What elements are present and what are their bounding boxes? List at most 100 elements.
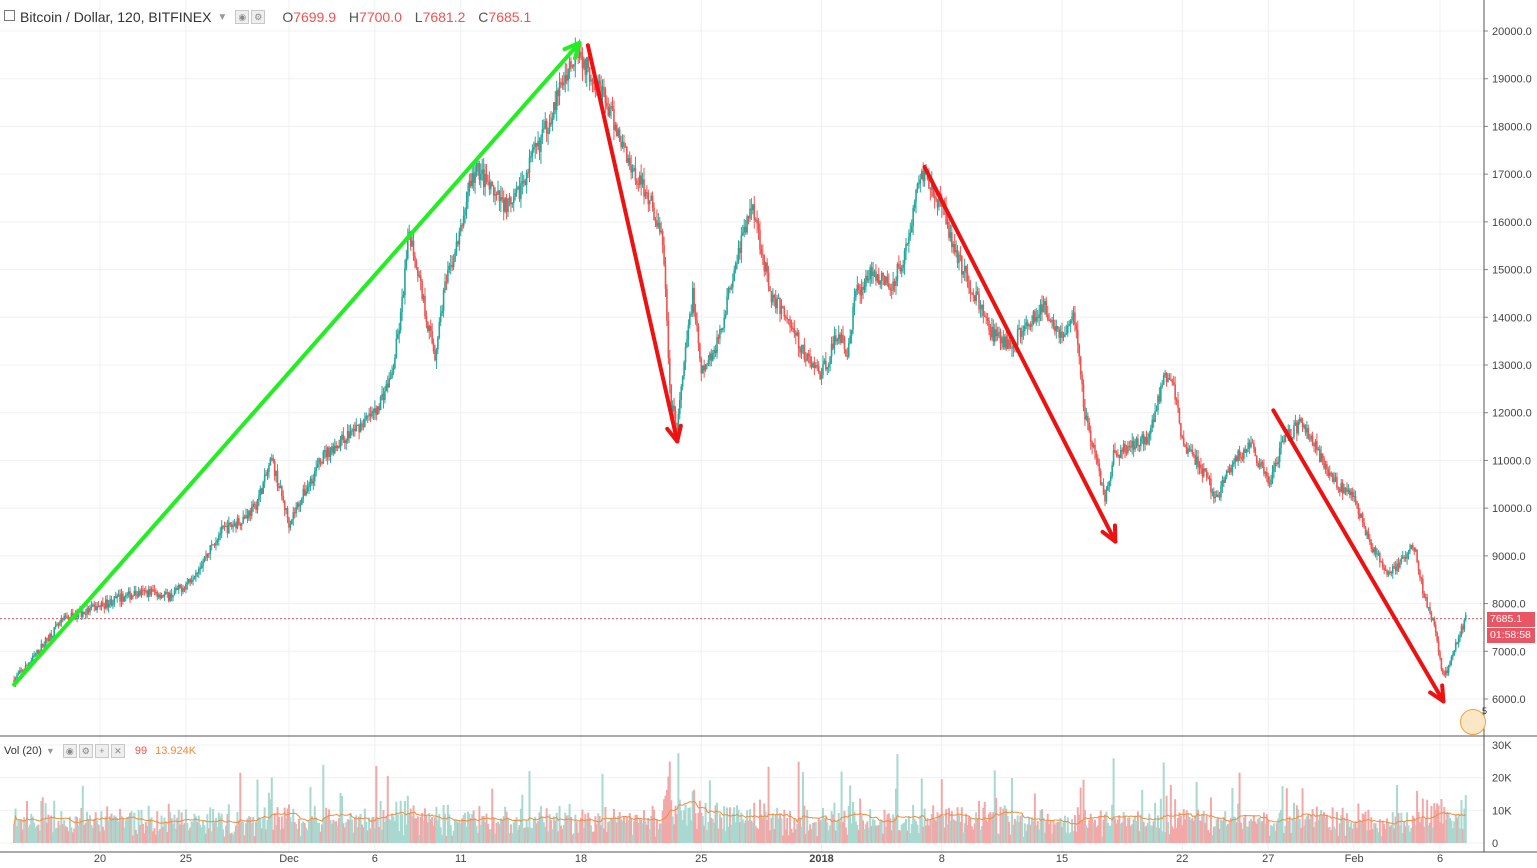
candle-body: [551, 117, 554, 125]
candle-body: [16, 675, 18, 679]
volume-bar: [1198, 820, 1201, 843]
flag-icon[interactable]: 5: [1460, 706, 1487, 735]
volume-bar: [66, 827, 69, 843]
candle-body: [1364, 526, 1367, 536]
candle-body: [826, 367, 829, 370]
settings-icon[interactable]: ⚙: [78, 744, 93, 758]
volume-bar: [640, 819, 643, 843]
volume-bar: [893, 817, 896, 843]
candle-body: [147, 589, 150, 597]
volume-bar: [1327, 827, 1330, 843]
candle-body: [1370, 542, 1373, 549]
candle-body: [905, 243, 907, 251]
volume-bar: [930, 813, 933, 843]
candle-body: [1131, 440, 1134, 448]
volume-bar: [840, 771, 843, 843]
candle-body: [965, 265, 967, 273]
add-icon[interactable]: +: [94, 744, 109, 758]
candle-body: [1307, 428, 1310, 439]
candle-body: [583, 59, 585, 69]
volume-bar: [64, 826, 67, 843]
volume-bar: [509, 824, 512, 843]
volume-bar: [161, 826, 164, 843]
candle-body: [514, 192, 516, 197]
volume-bar: [790, 828, 793, 843]
volume-bar: [1134, 815, 1137, 843]
chevron-down-icon[interactable]: ▼: [217, 11, 228, 23]
candle-body: [1255, 456, 1258, 464]
volume-bar: [577, 832, 580, 843]
candle-body: [850, 329, 853, 336]
candle-body: [1356, 501, 1358, 505]
volume-bar: [173, 814, 176, 843]
volume-bar: [1357, 803, 1360, 843]
chevron-down-icon[interactable]: ▼: [45, 746, 55, 756]
volume-bar: [919, 815, 922, 843]
candle-body: [1108, 480, 1111, 486]
candle-body: [842, 334, 844, 337]
volume-bar: [870, 825, 873, 843]
candle-body: [753, 204, 756, 220]
candle-body: [961, 255, 963, 275]
volume-bar: [625, 816, 628, 843]
volume-bar: [352, 832, 355, 843]
volume-bar: [769, 830, 771, 843]
candle-body: [1389, 571, 1391, 573]
candle-body: [724, 314, 727, 318]
volume-bar: [316, 822, 319, 843]
volume-bar: [1328, 826, 1331, 843]
volume-bar: [1028, 817, 1031, 843]
candle-body: [1460, 626, 1463, 636]
volume-bar: [1174, 799, 1177, 843]
volume-bar: [474, 818, 477, 843]
visibility-icon[interactable]: ◉: [62, 744, 77, 758]
volume-bar: [527, 827, 530, 843]
candle-body: [464, 209, 466, 216]
volume-bar: [279, 829, 282, 843]
candle-body: [205, 556, 207, 558]
volume-bar: [346, 819, 349, 843]
volume-bar: [1451, 828, 1454, 843]
volume-bar: [117, 821, 120, 843]
candle-body: [306, 487, 309, 492]
series-toggle-checkbox[interactable]: [4, 10, 15, 21]
candle-body: [415, 261, 418, 268]
candle-body: [983, 315, 986, 317]
volume-bar: [1417, 812, 1420, 843]
volume-bar: [1373, 823, 1376, 843]
close-icon[interactable]: ✕: [110, 744, 125, 758]
volume-bar: [1006, 815, 1009, 843]
volume-bar: [1264, 823, 1267, 843]
candle-body: [1334, 477, 1337, 479]
volume-bar: [468, 813, 471, 843]
symbol-title[interactable]: Bitcoin / Dollar, 120, BITFINEX: [20, 9, 212, 25]
volume-bar: [154, 834, 157, 843]
settings-icon[interactable]: ⚙: [251, 10, 266, 24]
volume-bar: [797, 761, 800, 843]
volume-bar: [166, 832, 169, 843]
candle-body: [89, 608, 91, 613]
candle-body: [819, 371, 821, 380]
volume-bar: [668, 761, 671, 843]
visibility-icon[interactable]: ◉: [235, 10, 250, 24]
volume-bar: [1376, 827, 1379, 843]
volume-bar: [206, 814, 209, 843]
volume-bar: [581, 809, 584, 843]
candlestick-series: [13, 37, 1467, 687]
volume-bar: [655, 819, 658, 843]
volume-bar: [638, 818, 641, 843]
volume-bar: [376, 818, 379, 843]
volume-bar: [1378, 819, 1381, 843]
candle-body: [359, 423, 362, 433]
volume-bar: [923, 808, 926, 843]
price-tick-label: 19000.0: [1492, 74, 1532, 86]
candle-body: [1288, 429, 1291, 437]
volume-bar: [190, 821, 193, 843]
candle-body: [120, 593, 123, 602]
volume-bar: [60, 811, 63, 843]
candle-body: [333, 445, 336, 454]
candle-body: [1008, 339, 1010, 348]
volume-indicator-title[interactable]: Vol (20): [4, 745, 42, 757]
